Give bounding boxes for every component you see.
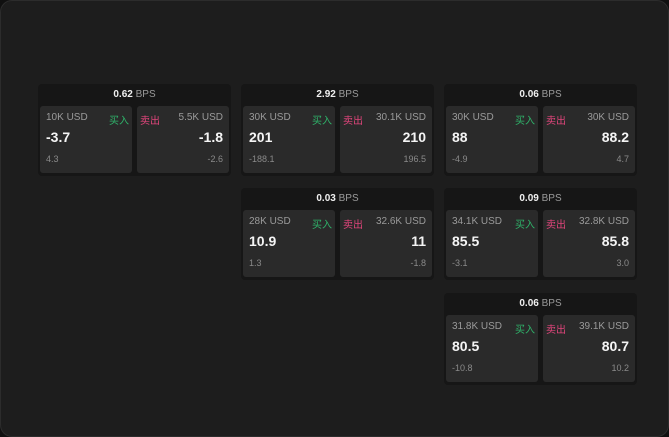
buy-label: 买入 <box>312 116 332 127</box>
spread-value: 2.92 <box>316 89 336 100</box>
buy-button[interactable]: 34.1K USD 买入 85.5 -3.1 <box>446 210 538 277</box>
sell-button[interactable]: 32.8K USD 卖出 85.8 3.0 <box>543 210 635 277</box>
spread-value: 0.03 <box>316 193 336 204</box>
buy-price: 80.5 <box>452 338 480 354</box>
spread-header: 0.06 BPS <box>444 84 637 105</box>
spread-unit: BPS <box>541 193 562 204</box>
sell-label: 卖出 <box>343 116 363 127</box>
buy-button[interactable]: 10K USD 买入 -3.7 4.3 <box>40 106 132 173</box>
buy-change: 4.3 <box>46 154 59 164</box>
buy-label: 买入 <box>312 220 332 231</box>
sell-button[interactable]: 30.1K USD 卖出 210 196.5 <box>340 106 432 173</box>
buy-change: -188.1 <box>249 154 275 164</box>
spread-value: 0.06 <box>519 298 539 309</box>
spread-unit: BPS <box>135 89 156 100</box>
buy-button[interactable]: 31.8K USD 买入 80.5 -10.8 <box>446 315 538 382</box>
sell-change: 4.7 <box>616 154 629 164</box>
sell-price: 80.7 <box>601 338 629 354</box>
sell-price: 210 <box>402 129 426 145</box>
sell-label: 卖出 <box>343 220 363 231</box>
buy-price: 88 <box>452 129 468 145</box>
sell-price: 88.2 <box>601 129 629 145</box>
sell-button[interactable]: 39.1K USD 卖出 80.7 10.2 <box>543 315 635 382</box>
buy-size: 34.1K USD <box>452 216 503 227</box>
quote-card: 2.92 BPS 30K USD 买入 201 -188.1 30.1K USD… <box>241 84 434 176</box>
buy-size: 30K USD <box>249 112 291 123</box>
sell-size: 30K USD <box>587 112 629 123</box>
buy-price: 85.5 <box>452 233 480 249</box>
quote-card: 0.06 BPS 30K USD 买入 88 -4.9 30K USD 卖出 8… <box>444 84 637 176</box>
sell-label: 卖出 <box>546 220 566 231</box>
sell-change: -1.8 <box>410 258 426 268</box>
buy-price: 10.9 <box>249 233 277 249</box>
quote-card: 0.06 BPS 31.8K USD 买入 80.5 -10.8 39.1K U… <box>444 293 637 385</box>
sell-size: 39.1K USD <box>578 321 629 332</box>
spread-header: 0.62 BPS <box>38 84 231 105</box>
sell-size: 32.6K USD <box>375 216 426 227</box>
sell-label: 卖出 <box>546 116 566 127</box>
buy-label: 买入 <box>515 116 535 127</box>
sell-button[interactable]: 30K USD 卖出 88.2 4.7 <box>543 106 635 173</box>
sell-label: 卖出 <box>546 325 566 336</box>
sell-price: 11 <box>411 233 426 249</box>
sell-price: -1.8 <box>198 129 223 145</box>
buy-label: 买入 <box>515 325 535 336</box>
buy-label: 买入 <box>515 220 535 231</box>
sell-button[interactable]: 32.6K USD 卖出 11 -1.8 <box>340 210 432 277</box>
buy-change: -4.9 <box>452 154 468 164</box>
spread-header: 2.92 BPS <box>241 84 434 105</box>
buy-size: 30K USD <box>452 112 494 123</box>
quote-card: 0.62 BPS 10K USD 买入 -3.7 4.3 5.5K USD 卖出… <box>38 84 231 176</box>
sell-change: 3.0 <box>616 258 629 268</box>
sell-change: -2.6 <box>207 154 223 164</box>
buy-change: 1.3 <box>249 258 262 268</box>
spread-header: 0.09 BPS <box>444 188 637 209</box>
spread-value: 0.62 <box>113 89 133 100</box>
sell-price: 85.8 <box>601 233 629 249</box>
sell-button[interactable]: 5.5K USD 卖出 -1.8 -2.6 <box>137 106 229 173</box>
quote-card: 0.03 BPS 28K USD 买入 10.9 1.3 32.6K USD 卖… <box>241 188 434 280</box>
spread-header: 0.06 BPS <box>444 293 637 314</box>
spread-unit: BPS <box>541 89 562 100</box>
buy-button[interactable]: 30K USD 买入 201 -188.1 <box>243 106 335 173</box>
buy-price: -3.7 <box>46 129 71 145</box>
quote-card: 0.09 BPS 34.1K USD 买入 85.5 -3.1 32.8K US… <box>444 188 637 280</box>
sell-size: 5.5K USD <box>178 112 223 123</box>
spread-header: 0.03 BPS <box>241 188 434 209</box>
buy-size: 28K USD <box>249 216 291 227</box>
buy-change: -3.1 <box>452 258 468 268</box>
buy-change: -10.8 <box>452 363 473 373</box>
spread-unit: BPS <box>541 298 562 309</box>
sell-size: 32.8K USD <box>578 216 629 227</box>
spread-unit: BPS <box>338 89 359 100</box>
sell-change: 196.5 <box>403 154 426 164</box>
buy-size: 31.8K USD <box>452 321 503 332</box>
buy-size: 10K USD <box>46 112 88 123</box>
spread-value: 0.09 <box>519 193 539 204</box>
spread-value: 0.06 <box>519 89 539 100</box>
sell-change: 10.2 <box>611 363 629 373</box>
buy-label: 买入 <box>109 116 129 127</box>
buy-price: 201 <box>249 129 273 145</box>
spread-unit: BPS <box>338 193 359 204</box>
sell-label: 卖出 <box>140 116 160 127</box>
buy-button[interactable]: 30K USD 买入 88 -4.9 <box>446 106 538 173</box>
sell-size: 30.1K USD <box>375 112 426 123</box>
buy-button[interactable]: 28K USD 买入 10.9 1.3 <box>243 210 335 277</box>
